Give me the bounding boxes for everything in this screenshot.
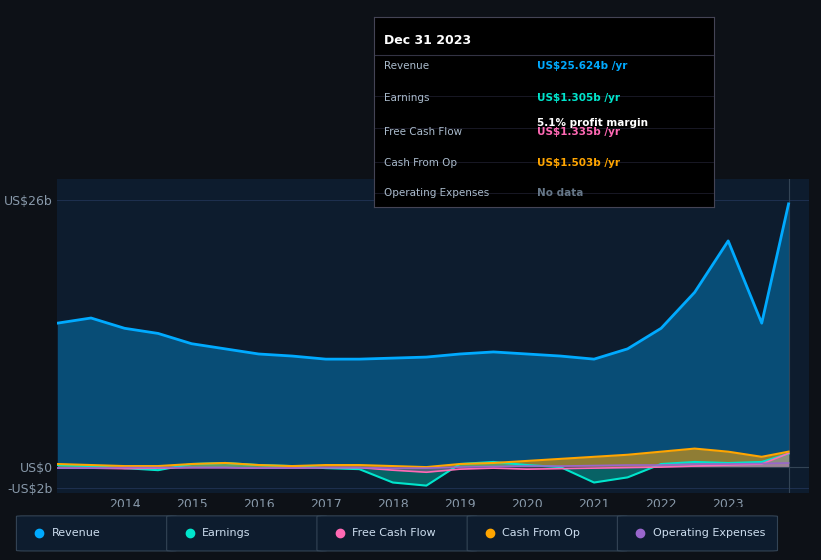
- Text: Revenue: Revenue: [52, 529, 100, 538]
- Text: Earnings: Earnings: [202, 529, 250, 538]
- FancyBboxPatch shape: [167, 516, 327, 551]
- Text: US$1.305b /yr: US$1.305b /yr: [537, 93, 620, 103]
- Text: Cash From Op: Cash From Op: [502, 529, 580, 538]
- Text: 5.1% profit margin: 5.1% profit margin: [537, 118, 648, 128]
- FancyBboxPatch shape: [617, 516, 777, 551]
- Text: Dec 31 2023: Dec 31 2023: [383, 34, 471, 47]
- Text: Cash From Op: Cash From Op: [383, 158, 456, 167]
- Text: Free Cash Flow: Free Cash Flow: [352, 529, 436, 538]
- FancyBboxPatch shape: [317, 516, 477, 551]
- Text: US$25.624b /yr: US$25.624b /yr: [537, 60, 627, 71]
- Text: No data: No data: [537, 188, 584, 198]
- Text: Revenue: Revenue: [383, 60, 429, 71]
- Text: Earnings: Earnings: [383, 93, 429, 103]
- FancyBboxPatch shape: [16, 516, 177, 551]
- Text: Operating Expenses: Operating Expenses: [653, 529, 765, 538]
- Text: Free Cash Flow: Free Cash Flow: [383, 127, 462, 137]
- Text: US$1.503b /yr: US$1.503b /yr: [537, 158, 620, 167]
- Text: Operating Expenses: Operating Expenses: [383, 188, 489, 198]
- FancyBboxPatch shape: [467, 516, 627, 551]
- Text: US$1.335b /yr: US$1.335b /yr: [537, 127, 620, 137]
